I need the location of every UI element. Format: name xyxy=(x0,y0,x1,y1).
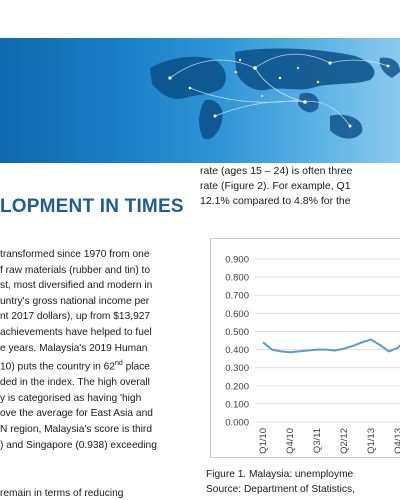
text-line: transformed since 1970 from one xyxy=(0,249,150,260)
text-line: rate (ages 15 – 24) is often three xyxy=(200,165,353,177)
x-tick-label: Q4/13 xyxy=(393,428,400,454)
y-tick-label: 0.200 xyxy=(225,381,249,392)
y-tick-label: 0.500 xyxy=(225,327,249,338)
y-tick-label: 0.100 xyxy=(225,399,249,410)
text-line: f raw materials (rubber and tin) to xyxy=(0,264,151,276)
right-column-intro-text: rate (ages 15 – 24) is often three rate … xyxy=(200,164,400,209)
body-paragraph: transformed since 1970 from one f raw ma… xyxy=(0,247,190,453)
y-tick-label: 0.400 xyxy=(225,345,249,356)
body-paragraph-continuation: remain in terms of reducing xyxy=(0,488,124,499)
x-tick-label: Q2/12 xyxy=(339,428,350,454)
ordinal-superscript: nd xyxy=(114,360,123,368)
world-map-banner xyxy=(0,38,400,163)
text-line: nt 2017 dollars), up from $13,927 xyxy=(0,311,151,323)
text-line: e years. Malaysia's 2019 Human xyxy=(0,342,148,354)
unemployment-chart: 0.900 0.800 0.700 0.600 0.500 0.400 0.300 0.200… xyxy=(210,238,400,458)
unemployment-series-line xyxy=(262,338,400,354)
top-whitespace xyxy=(0,0,400,38)
world-map-graphic xyxy=(150,48,400,140)
text-line: N region, Malaysia's score is third xyxy=(0,423,152,435)
text-line: 10) puts the country in 62nd place xyxy=(0,360,150,373)
y-tick-label: 0.000 xyxy=(225,418,249,429)
chart-svg: 0.900 0.800 0.700 0.600 0.500 0.400 0.300 0.200… xyxy=(225,255,400,454)
section-heading: LOPMENT IN TIMES xyxy=(0,196,184,217)
text-line: achievements have helped to fuel xyxy=(0,326,152,338)
x-tick-label: Q1/13 xyxy=(366,428,377,454)
text-line: y is categorised as having 'high xyxy=(0,392,142,404)
y-tick-label: 0.800 xyxy=(225,273,249,284)
text-line: ) and Singapore (0.938) exceeding xyxy=(0,439,157,451)
y-tick-label: 0.900 xyxy=(225,255,249,266)
text-line: rate (Figure 2). For example, Q1 xyxy=(200,180,351,192)
x-tick-label: Q3/11 xyxy=(312,428,323,453)
text-line: ded in the index. The high overall xyxy=(0,377,150,389)
text-line: 12.1% compared to 4.8% for the xyxy=(200,195,351,207)
caption-source: Source: Department of Statistics, xyxy=(206,484,355,495)
y-tick-label: 0.300 xyxy=(225,363,249,374)
text-line: ove the average for East Asia and xyxy=(0,408,153,420)
x-tick-label: Q1/10 xyxy=(258,428,269,454)
x-tick-label: Q4/10 xyxy=(285,428,296,454)
figure-caption: Figure 1. Malaysia: unemployme Source: D… xyxy=(206,467,400,497)
text-line: st, most diversified and modern in xyxy=(0,280,153,292)
text-line: untry's gross national income per xyxy=(0,295,150,307)
caption-title: Figure 1. Malaysia: unemployme xyxy=(206,469,354,480)
y-tick-label: 0.600 xyxy=(225,309,249,320)
y-tick-label: 0.700 xyxy=(225,291,249,302)
